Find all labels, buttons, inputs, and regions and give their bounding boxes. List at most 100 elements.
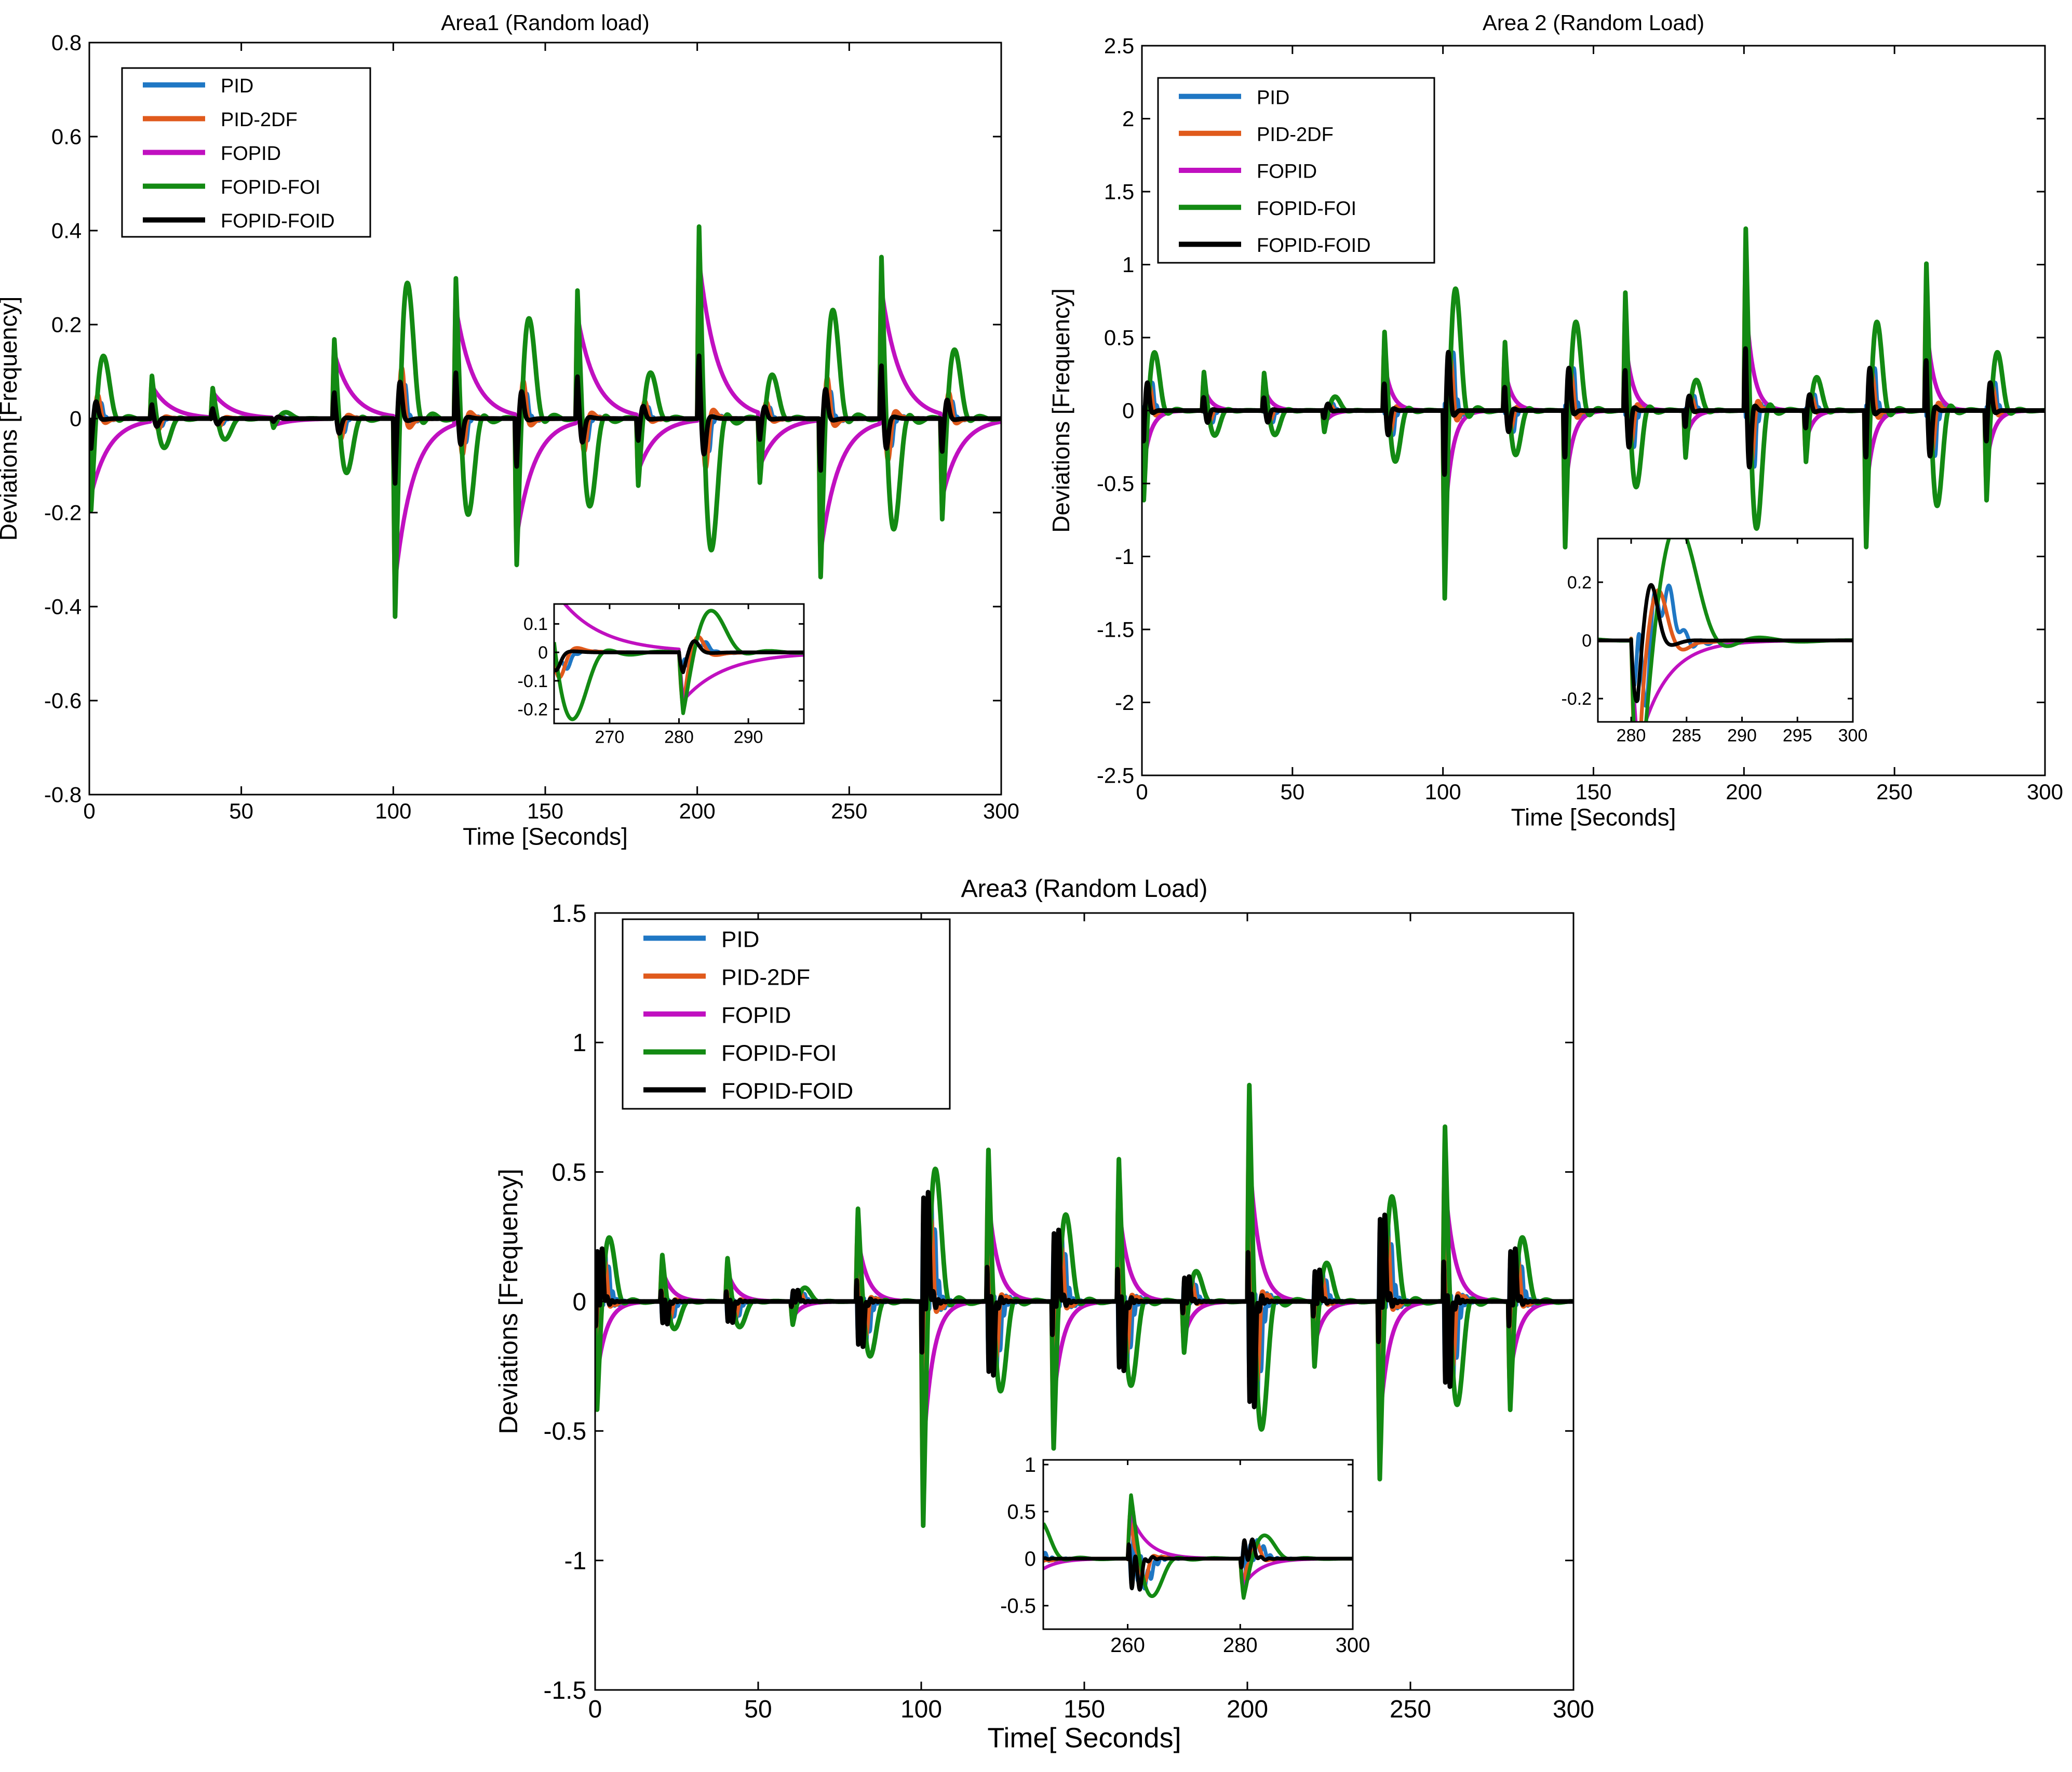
y-tick-label: -0.4 [44, 595, 82, 619]
x-tick-label: 200 [1726, 780, 1762, 804]
x-tick-label: 50 [1280, 780, 1304, 804]
y-tick-label: -0.2 [518, 700, 548, 720]
y-axis-label: Deviations [Frequency] [0, 297, 22, 541]
y-tick-label: 1.5 [551, 900, 586, 928]
x-tick-label: 100 [375, 799, 411, 823]
x-axis-label: Time [Seconds] [1511, 804, 1676, 831]
y-tick-label: -0.2 [44, 501, 82, 525]
y-tick-label: 0.2 [1567, 573, 1592, 593]
x-tick-label: 250 [1390, 1696, 1431, 1723]
legend-label-pid: PID [221, 75, 253, 97]
y-tick-label: 0 [572, 1288, 586, 1316]
inset-frame [1042, 1459, 1354, 1630]
x-tick-label: 200 [1227, 1696, 1268, 1723]
legend-label-fopid-foid: FOPID-FOID [221, 210, 335, 232]
y-tick-label: -0.5 [1000, 1595, 1036, 1618]
y-tick-label: 2.5 [1104, 34, 1134, 58]
y-tick-label: 2 [1122, 106, 1134, 131]
x-tick-label: 280 [1617, 726, 1646, 745]
x-tick-label: 0 [588, 1696, 602, 1723]
y-tick-label: 1.5 [1104, 180, 1134, 204]
x-tick-label: 280 [1223, 1634, 1258, 1657]
y-tick-label: 0.6 [51, 125, 82, 149]
inset-background [1043, 1460, 1353, 1629]
x-tick-label: 295 [1783, 726, 1812, 745]
y-tick-label: -2 [1115, 690, 1134, 715]
legend-label-fopid: FOPID [721, 1002, 791, 1028]
y-tick-label: -1.5 [1097, 617, 1134, 642]
x-tick-label: 285 [1672, 726, 1701, 745]
series-line-fopid-foid [595, 1190, 1573, 1409]
x-tick-label: 0 [83, 799, 95, 823]
y-tick-label: -0.5 [543, 1418, 586, 1445]
y-tick-label: 0 [1122, 398, 1134, 423]
y-tick-label: -2.5 [1097, 763, 1134, 788]
x-tick-label: 250 [831, 799, 867, 823]
x-tick-label: 270 [595, 727, 625, 747]
series-line-fopid-foid [1142, 346, 2045, 477]
y-axis-label: Deviations [Frequency] [494, 1169, 523, 1434]
legend-label-pid: PID [1257, 87, 1289, 109]
y-tick-label: 0.1 [523, 614, 548, 634]
x-tick-label: 150 [1064, 1696, 1105, 1723]
y-tick-label: 0 [70, 407, 82, 431]
legend-label-pid-2df: PID-2DF [1257, 124, 1334, 146]
y-tick-label: 0 [1025, 1548, 1036, 1570]
chart-title: Area 2 (Random Load) [1483, 10, 1704, 35]
x-axis-label: Time [Seconds] [463, 823, 628, 850]
inset-series-line-fopid [562, 604, 804, 702]
x-tick-label: 250 [1876, 780, 1913, 804]
y-tick-label: -0.2 [1562, 689, 1592, 709]
legend-label-pid-2df: PID-2DF [221, 109, 298, 131]
legend-label-fopid-foid: FOPID-FOID [721, 1078, 853, 1104]
legend-label-pid: PID [721, 927, 759, 952]
x-tick-label: 200 [679, 799, 716, 823]
y-tick-label: 0 [538, 643, 548, 663]
legend-label-fopid-foid: FOPID-FOID [1257, 235, 1371, 257]
y-tick-label: -0.1 [518, 672, 548, 691]
series-line-fopid [89, 258, 1001, 584]
x-tick-label: 150 [1575, 780, 1611, 804]
legend-label-fopid-foi: FOPID-FOI [1257, 198, 1356, 220]
y-tick-label: 0.5 [551, 1159, 586, 1186]
y-axis-label: Deviations [Frequency] [1047, 288, 1074, 532]
x-tick-label: 290 [1727, 726, 1757, 745]
x-tick-label: 50 [744, 1696, 772, 1723]
y-tick-label: 0.8 [51, 31, 82, 55]
y-tick-label: 0.5 [1104, 326, 1134, 350]
y-tick-label: 1 [1122, 252, 1134, 277]
legend-label-fopid-foi: FOPID-FOI [721, 1040, 837, 1066]
x-tick-label: 300 [983, 799, 1019, 823]
y-tick-label: -1 [1115, 544, 1134, 569]
y-tick-label: 0 [1582, 631, 1592, 651]
y-tick-label: -0.5 [1097, 472, 1134, 496]
y-tick-label: 1 [572, 1029, 586, 1057]
y-tick-label: -1 [564, 1547, 587, 1575]
chart-area3: Area3 (Random Load)0 50 100 150 200 250 300-1.… [494, 875, 1594, 1753]
inset-series-line-fopid-foid [1043, 1537, 1353, 1592]
x-tick-label: 260 [1110, 1634, 1145, 1657]
legend-label-fopid: FOPID [221, 143, 281, 165]
x-tick-label: 100 [1425, 780, 1461, 804]
x-tick-label: 100 [900, 1696, 942, 1723]
y-tick-label: 1 [1025, 1454, 1036, 1476]
x-tick-label: 290 [734, 727, 763, 747]
inset-background [1598, 539, 1853, 722]
legend-label-pid-2df: PID-2DF [721, 964, 810, 990]
legend-label-fopid: FOPID [1257, 161, 1317, 183]
x-tick-label: 300 [1336, 1634, 1370, 1657]
chart-title: Area3 (Random Load) [961, 875, 1208, 903]
inset-series-line-fopid-foid [1598, 583, 1853, 703]
y-tick-label: 0.2 [51, 313, 82, 337]
x-tick-label: 0 [1136, 780, 1148, 804]
y-tick-label: 0.5 [1007, 1501, 1036, 1524]
x-tick-label: 280 [664, 727, 694, 747]
chart-title: Area1 (Random load) [441, 10, 650, 35]
x-tick-label: 150 [527, 799, 563, 823]
y-tick-label: 0.4 [51, 219, 82, 243]
legend-label-fopid-foi: FOPID-FOI [221, 177, 320, 198]
x-tick-label: 300 [2027, 780, 2063, 804]
y-tick-label: -0.6 [44, 689, 82, 713]
x-tick-label: 50 [229, 799, 253, 823]
